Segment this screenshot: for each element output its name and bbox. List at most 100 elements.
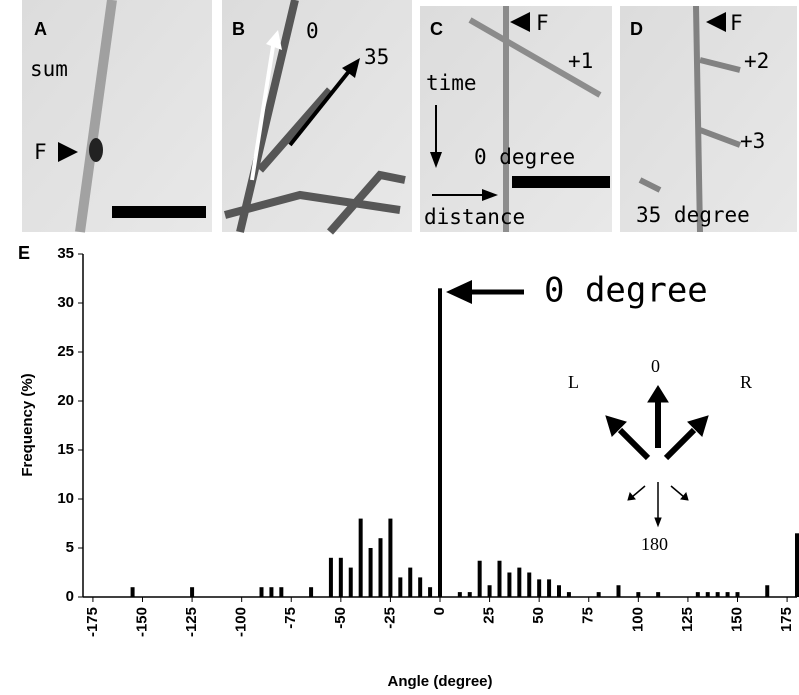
panel-text: time	[426, 71, 477, 95]
bar	[616, 585, 621, 597]
spot	[89, 138, 103, 162]
bar	[130, 587, 135, 597]
bar	[765, 585, 770, 597]
annotation: 0 degree	[544, 271, 708, 311]
bar	[656, 592, 661, 597]
bar	[408, 567, 413, 597]
x-tick-label: -75	[282, 607, 299, 629]
inset-label: 180	[641, 534, 668, 554]
arrowhead	[510, 12, 530, 32]
x-tick-label: 25	[481, 607, 498, 624]
y-tick-label: 10	[57, 490, 74, 507]
x-tick-label: 150	[728, 607, 745, 632]
bar	[279, 587, 284, 597]
filament	[223, 0, 406, 235]
y-tick-label: 35	[57, 245, 74, 262]
inset-label: R	[740, 372, 752, 392]
bar	[378, 538, 383, 597]
bar	[527, 572, 532, 597]
bar	[487, 585, 492, 597]
x-tick-label: 175	[778, 607, 795, 632]
bar	[428, 587, 433, 597]
bar	[418, 577, 423, 597]
panel-text: F	[536, 11, 549, 35]
bar	[636, 592, 641, 597]
image-panel	[22, 0, 212, 232]
bar	[477, 560, 482, 597]
inset-label: 0	[651, 356, 660, 376]
filament	[638, 5, 742, 233]
scale-bar	[512, 176, 610, 188]
x-tick-label: 100	[629, 607, 646, 632]
bar	[537, 579, 542, 597]
bar	[338, 557, 343, 597]
bar	[348, 567, 353, 597]
bar	[388, 518, 393, 597]
arrow	[266, 30, 282, 50]
bar	[398, 577, 403, 597]
annotation-arrow	[446, 280, 472, 304]
bar	[309, 587, 314, 597]
inset-label: L	[568, 372, 579, 392]
image-panel	[420, 6, 612, 232]
y-axis-title: Frequency (%)	[19, 373, 36, 476]
scale-bar	[112, 206, 206, 218]
bar	[190, 587, 195, 597]
x-tick-label: -125	[183, 607, 200, 637]
panel-label: C	[430, 19, 443, 39]
bar	[795, 533, 799, 597]
y-tick-label: 0	[66, 588, 74, 605]
x-tick-label: -100	[233, 607, 250, 637]
image-panel	[620, 6, 797, 232]
arrowhead	[58, 142, 78, 162]
panel-text: distance	[424, 205, 525, 229]
x-tick-label: 50	[530, 607, 547, 624]
y-tick-label: 15	[57, 441, 74, 458]
compass	[605, 385, 709, 528]
x-tick-label: -25	[381, 607, 398, 629]
bar	[328, 557, 333, 597]
image-panel	[222, 0, 412, 232]
bar	[517, 567, 522, 597]
y-tick-label: 20	[57, 392, 74, 409]
bar	[695, 592, 700, 597]
panel-text: 35 degree	[636, 203, 750, 227]
panel-text: +3	[740, 129, 765, 153]
x-tick-label: 125	[679, 607, 696, 632]
panel-text: sum	[30, 57, 68, 81]
bar	[269, 587, 274, 597]
x-axis-title: Angle (degree)	[387, 673, 492, 690]
panel-label: A	[34, 19, 47, 39]
arrow	[288, 68, 352, 147]
x-tick-label: -150	[133, 607, 150, 637]
panel-label: B	[232, 19, 245, 39]
arrow	[482, 189, 498, 201]
bar	[259, 587, 264, 597]
y-tick-label: 5	[66, 539, 74, 556]
bar	[457, 592, 462, 597]
x-tick-label: 75	[580, 607, 597, 624]
panel-text: +2	[744, 49, 769, 73]
bar	[715, 592, 720, 597]
arrowhead	[706, 12, 726, 32]
bar	[368, 548, 373, 597]
panel-text: +1	[568, 49, 593, 73]
panel-label: D	[630, 19, 643, 39]
bar	[735, 592, 740, 597]
panel-text: F	[730, 11, 743, 35]
panel-text: 35	[364, 45, 389, 69]
bar	[438, 288, 442, 597]
x-tick-label: -175	[84, 607, 101, 637]
panel-text: 0 degree	[474, 145, 575, 169]
bar	[557, 585, 561, 597]
bar	[596, 592, 601, 597]
filament	[75, 0, 117, 233]
bar	[467, 592, 472, 597]
panel-text: F	[34, 140, 47, 164]
arrow	[250, 39, 276, 181]
x-tick-label: 0	[431, 607, 448, 615]
arrow	[430, 152, 442, 168]
bar	[547, 579, 552, 597]
x-tick-label: -50	[332, 607, 349, 629]
